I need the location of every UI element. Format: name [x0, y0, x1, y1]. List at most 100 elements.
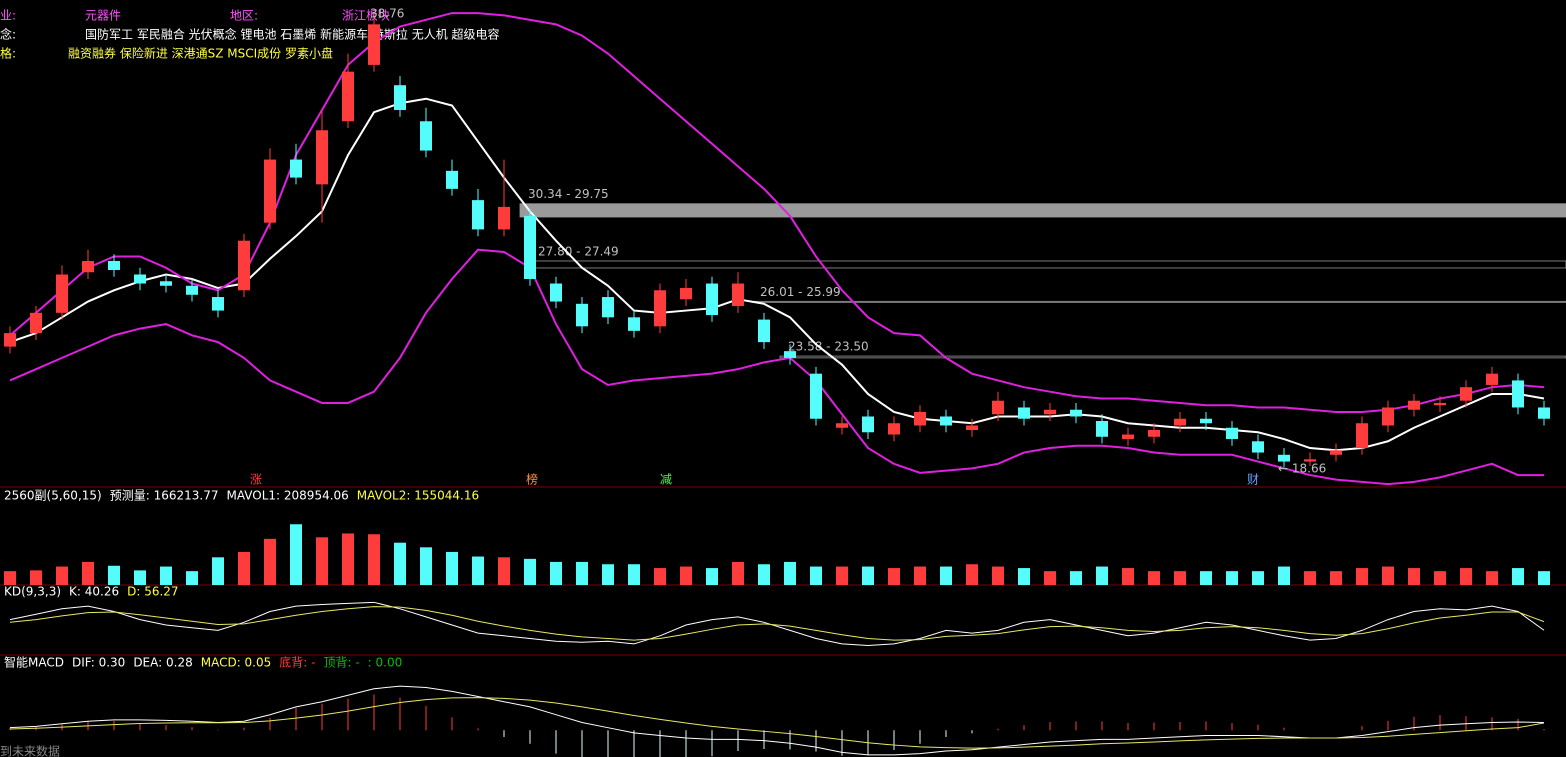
volume-bar — [82, 561, 94, 585]
volume-bar — [1174, 571, 1186, 585]
panel-header: MACD: 0.05 — [201, 656, 272, 670]
candle-body — [4, 333, 16, 347]
candle-body — [1226, 427, 1238, 440]
low-label: ← 18.66 — [1278, 461, 1326, 475]
panel-header: 2560副(5,60,15) — [4, 489, 102, 503]
candle-body — [498, 206, 510, 230]
panel-header: : 0.00 — [368, 656, 403, 670]
panel-header: DIF: 0.30 — [72, 656, 125, 670]
candle-body — [316, 130, 328, 185]
volume-bar — [160, 566, 172, 585]
indicator-line — [9, 606, 1545, 641]
candle-body — [1356, 423, 1368, 449]
volume-bar — [212, 557, 224, 585]
indicator-line — [9, 697, 1545, 749]
candle-body — [446, 170, 458, 189]
volume-bar — [732, 561, 744, 585]
volume-bar — [30, 570, 42, 585]
panel-header: DEA: 0.28 — [133, 656, 192, 670]
volume-bar — [810, 566, 822, 585]
candle-body — [1070, 409, 1082, 417]
candle-body — [784, 351, 796, 358]
candle-body — [1382, 407, 1394, 426]
info-text: 国防军工 军民融合 光伏概念 锂电池 石墨烯 新能源车 特斯拉 无人机 超级电容 — [85, 27, 500, 42]
candle-body — [1148, 430, 1160, 437]
candle-body — [212, 297, 224, 311]
candle-body — [654, 290, 666, 327]
candle-body — [1122, 434, 1134, 440]
candle-body — [1408, 400, 1420, 410]
candle-body — [82, 260, 94, 273]
panel-header: D: 56.27 — [127, 585, 178, 599]
price-zone — [779, 355, 1566, 359]
candle-body — [394, 85, 406, 110]
candle-body — [914, 411, 926, 426]
volume-bar — [1512, 568, 1524, 585]
indicator-line — [9, 685, 1545, 756]
volume-bar — [1200, 571, 1212, 585]
volume-bar — [56, 566, 68, 585]
volume-bar — [264, 538, 276, 585]
candle-body — [1252, 441, 1264, 453]
panel-header: K: 40.26 — [69, 585, 119, 599]
volume-bar — [836, 566, 848, 585]
info-key: 地区: — [230, 9, 258, 23]
volume-bar — [576, 561, 588, 585]
volume-bar — [1408, 568, 1420, 585]
candle-body — [1018, 407, 1030, 419]
volume-bar — [524, 558, 536, 585]
candle-body — [836, 423, 848, 428]
volume-bar — [420, 547, 432, 585]
volume-bar — [914, 566, 926, 585]
volume-bar — [1304, 571, 1316, 585]
volume-bar — [498, 557, 510, 585]
candle-body — [550, 283, 562, 302]
volume-bar — [446, 551, 458, 585]
volume-bar — [758, 564, 770, 585]
candle-body — [1538, 407, 1550, 419]
candle-body — [1200, 418, 1212, 424]
candle-body — [1512, 380, 1524, 408]
volume-bar — [602, 564, 614, 585]
indicator-line — [9, 12, 1545, 413]
volume-bar — [472, 556, 484, 585]
volume-bar — [628, 564, 640, 585]
panel-header: KD(9,3,3) — [4, 585, 61, 599]
candle-body — [1096, 420, 1108, 437]
candle-body — [1044, 409, 1056, 415]
candle-body — [940, 416, 952, 426]
info-key: 念: — [0, 27, 16, 42]
volume-bar — [186, 571, 198, 585]
candle-body — [368, 24, 380, 65]
info-key: 业: — [0, 9, 16, 23]
volume-bar — [940, 566, 952, 585]
panel-header: 底背: - — [279, 655, 315, 670]
volume-bar — [1460, 568, 1472, 585]
volume-bar — [654, 568, 666, 585]
volume-bar — [1252, 571, 1264, 585]
info-text: 融资融券 保险新进 深港通SZ MSCI成份 罗素小盘 — [68, 46, 333, 61]
volume-bar — [394, 542, 406, 585]
volume-bar — [706, 568, 718, 585]
volume-bar — [1122, 568, 1134, 585]
volume-bar — [1044, 571, 1056, 585]
candle-body — [30, 312, 42, 334]
volume-bar — [1382, 566, 1394, 585]
volume-bar — [1018, 568, 1030, 585]
volume-bar — [550, 561, 562, 585]
volume-bar — [1330, 571, 1342, 585]
candle-body — [758, 319, 770, 343]
info-text: 元器件 — [85, 9, 121, 23]
volume-bar — [290, 524, 302, 585]
volume-bar — [238, 551, 250, 585]
event-marker: 涨 — [250, 472, 262, 487]
candle-body — [238, 240, 250, 291]
candle-body — [108, 260, 120, 270]
volume-bar — [1148, 571, 1160, 585]
zone-label: 27.80 - 27.49 — [538, 244, 619, 258]
volume-bar — [862, 566, 874, 585]
candle-body — [576, 303, 588, 327]
volume-bar — [108, 565, 120, 585]
